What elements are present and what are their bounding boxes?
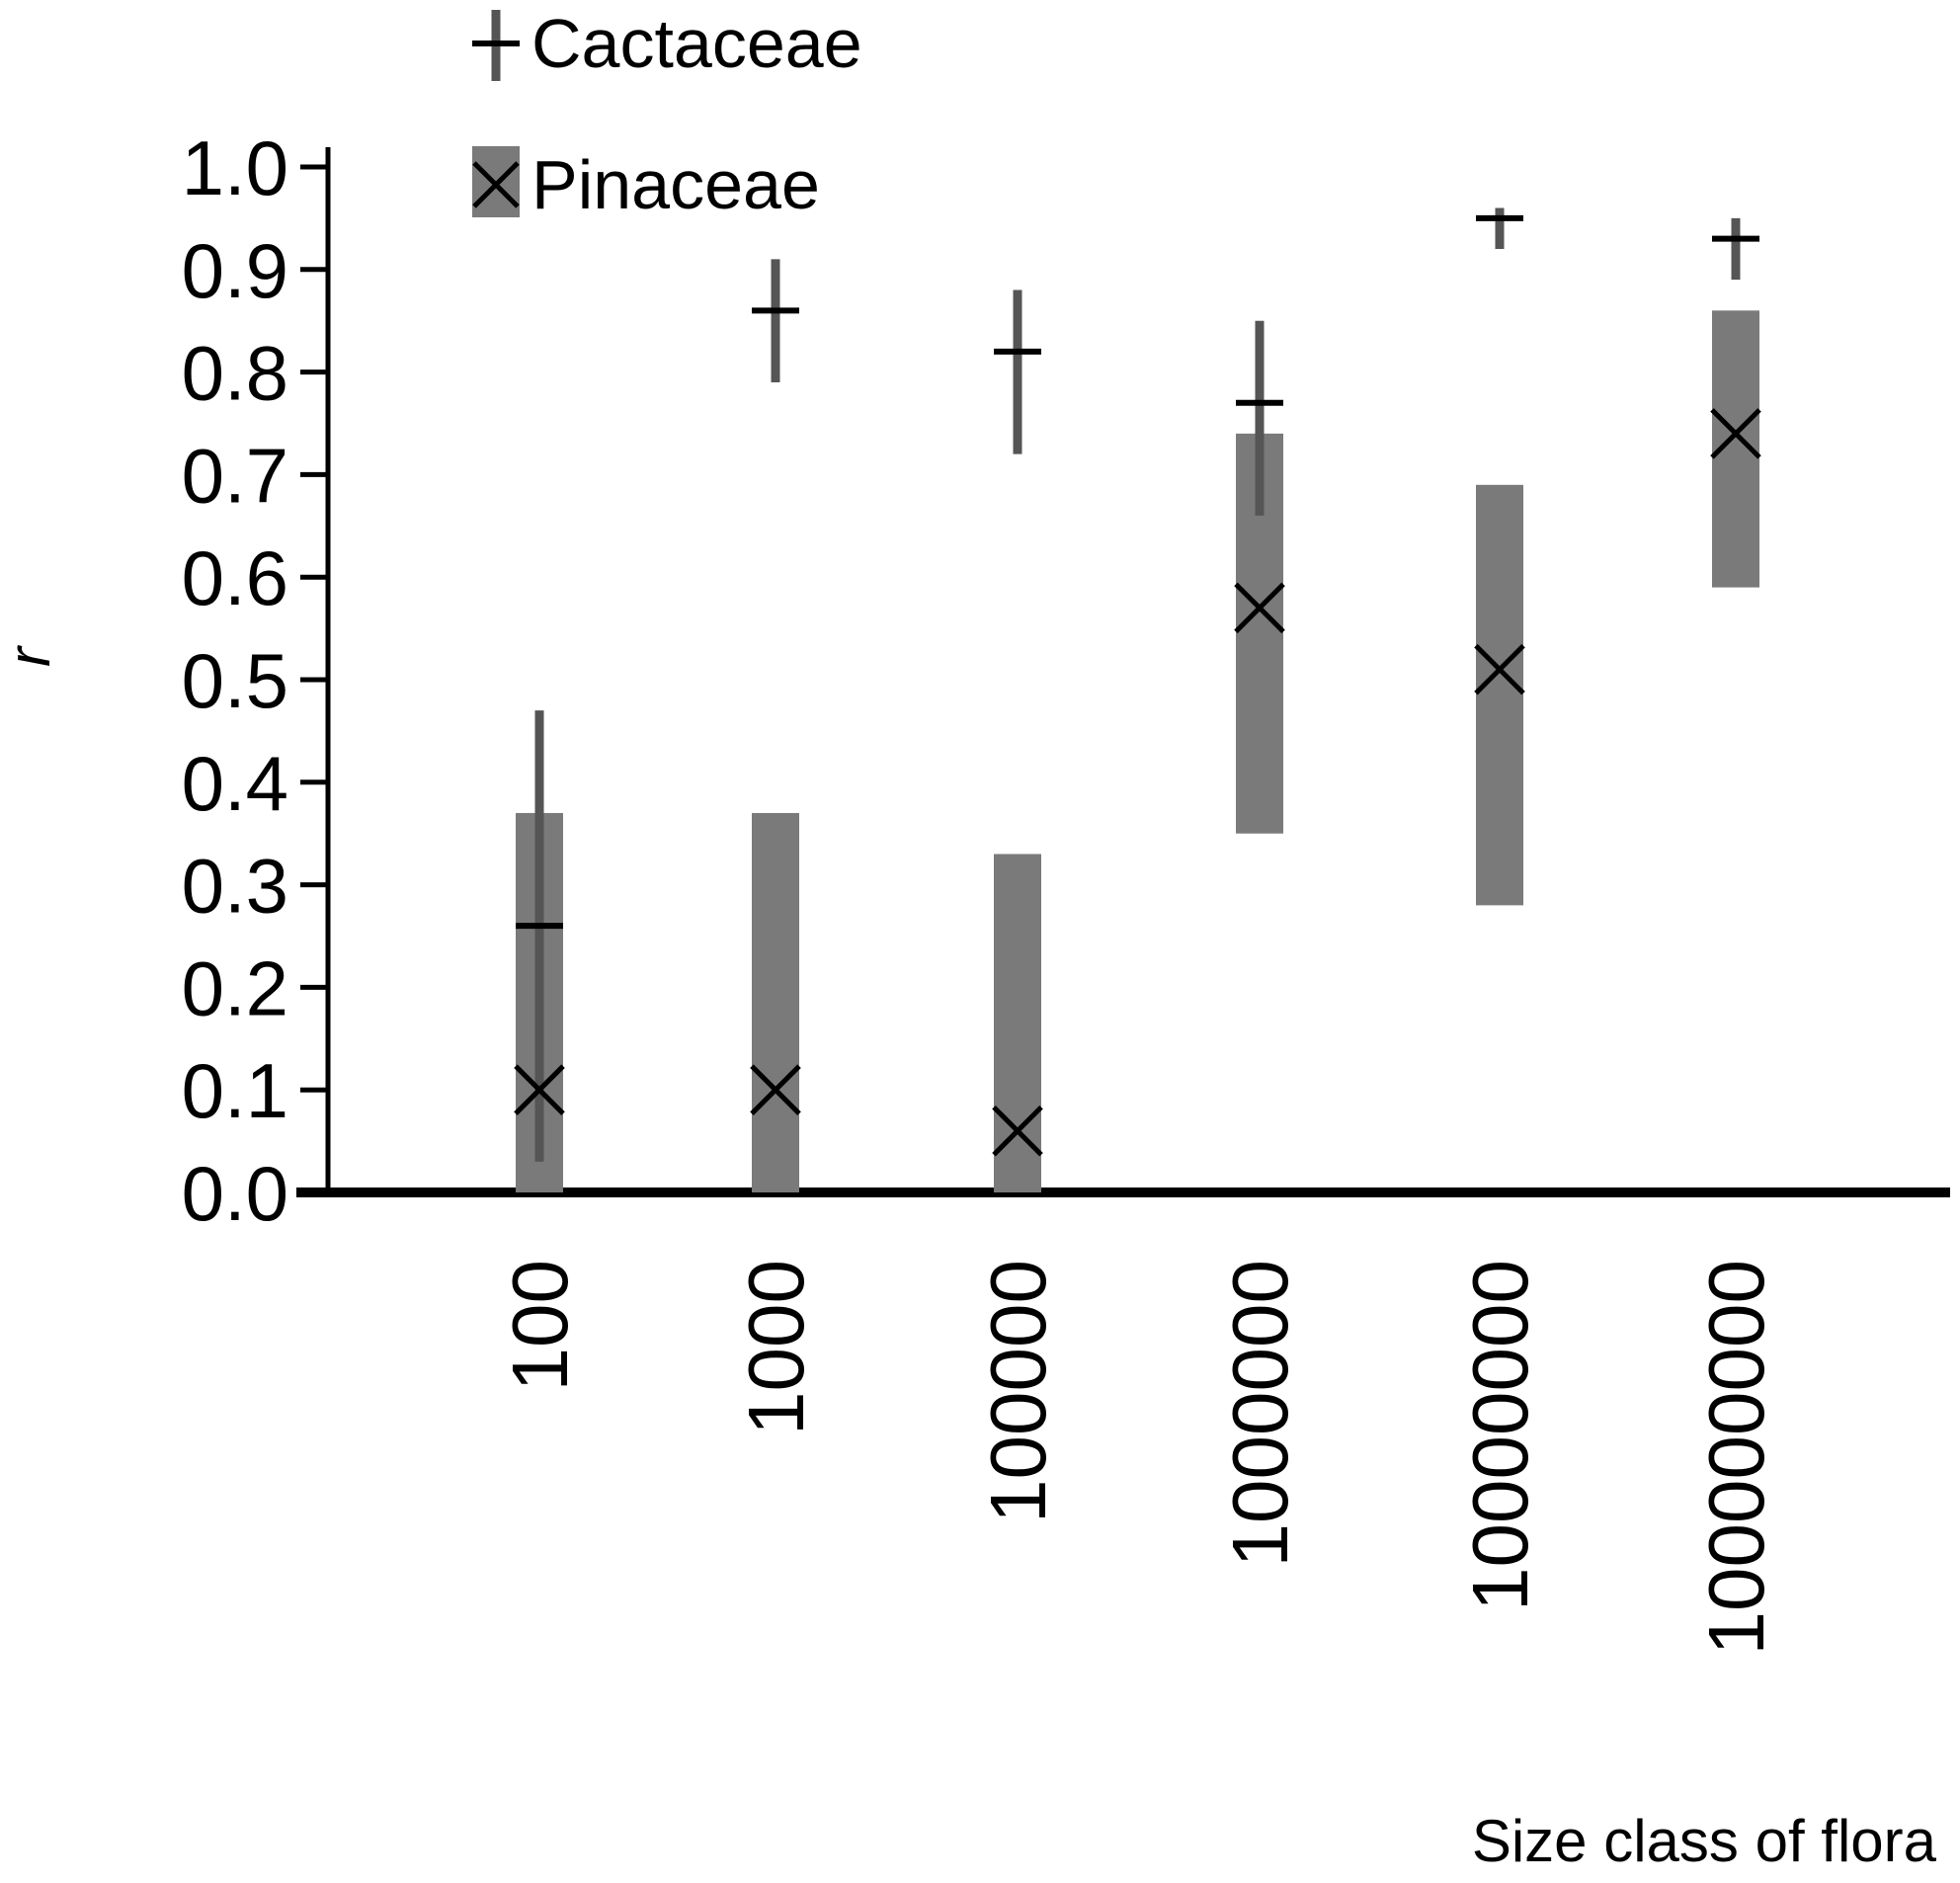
pinaceae-point [1474,643,1525,696]
y-tick-label: 0.4 [182,740,288,827]
y-tick-label: 0.3 [182,843,288,930]
pinaceae-marker-stroke [1234,582,1285,634]
pinaceae-point [1710,408,1761,459]
x-category-label: 1000 [732,1260,820,1435]
pinaceae-error-bar [994,854,1041,1192]
x-category-label: 100000000 [1692,1260,1780,1655]
y-axis: 0.0 0.1 0.2 0.3 0.4 0.5 0.6 0.7 0.8 0.9 1.0 [182,124,331,1237]
y-axis-title: r [0,645,62,667]
y-tick-label: 0.8 [182,330,288,417]
x-category-label: 1000000 [1216,1260,1304,1567]
series-marks [514,207,1761,1192]
pinaceae-point [1234,582,1285,634]
pinaceae-point [514,1064,565,1115]
x-category-label: 100 [496,1260,584,1391]
y-tick-label: 0.2 [182,944,288,1031]
y-tick-label: 0.5 [182,637,288,724]
pinaceae-marker-stroke [1710,408,1761,459]
y-tick-label: 0.0 [182,1150,288,1237]
pinaceae-point [750,1064,801,1115]
pinaceae-error-bar [1476,484,1523,906]
x-axis-title: Size class of flora [1472,1808,1937,1874]
pinaceae-error-bar [752,812,799,1192]
y-tick-label: 0.7 [182,432,288,519]
pinaceae-marker-stroke [514,1064,565,1115]
x-axis: 100 1000 100000 1000000 10000000 100000000 [296,1187,1950,1655]
y-tick-label: 0.9 [182,227,288,314]
legend: Cactaceae Pinaceae [472,5,862,223]
pinaceae-marker-stroke [750,1064,801,1115]
y-tick-label: 0.6 [182,534,288,621]
y-tick-label: 0.1 [182,1047,288,1134]
legend-cactaceae-label: Cactaceae [531,5,862,82]
pinaceae-marker-stroke [992,1105,1043,1157]
pinaceae-point [992,1105,1043,1157]
pinaceae-marker-stroke [1474,643,1525,696]
x-category-label: 100000 [974,1260,1062,1523]
legend-pinaceae-label: Pinaceae [531,146,820,223]
legend-pinaceae-marker-stroke [472,161,520,208]
y-tick-label: 1.0 [182,124,288,211]
x-category-label: 10000000 [1456,1260,1544,1611]
